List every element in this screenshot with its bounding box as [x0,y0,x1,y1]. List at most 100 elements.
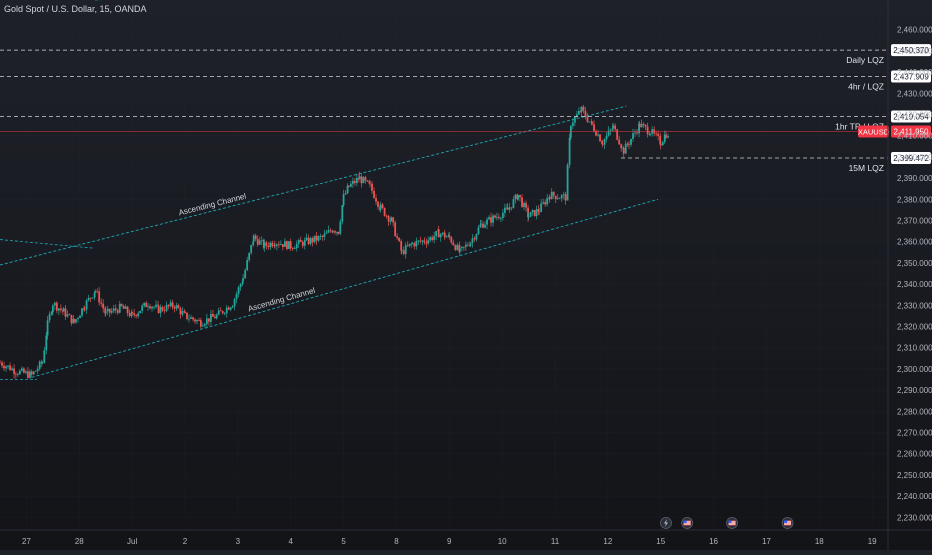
level-price-label: 2,399.472 [893,154,929,163]
candle-body [59,308,62,310]
candle-body [358,176,361,180]
candle-body [655,133,658,135]
candle-body [41,362,44,364]
candle-body [499,217,502,219]
candle-body [429,237,432,241]
candle-body [40,361,43,364]
candle-body [159,307,162,314]
candle-body [624,143,627,154]
candle-body [143,302,146,306]
price-tick-label: 2,300.000 [897,365,932,374]
candle-body [548,196,551,200]
candle-body [544,202,547,205]
candle-body [329,230,332,232]
channel-label: Ascending Channel [178,192,248,218]
time-tick-label: 19 [868,537,877,546]
candle-body [269,242,272,248]
candle-body [492,215,494,223]
candle-body [87,297,90,301]
us-flag-icon[interactable] [726,517,738,529]
candle-body [404,245,407,255]
time-tick-label: 16 [709,537,718,546]
candle-body [402,250,405,255]
candle-body [25,371,27,373]
candle-body [77,318,79,320]
candle-body [239,284,242,288]
candle-body [450,237,453,243]
time-tick-label: 4 [288,537,293,546]
candle-body [171,302,174,308]
candle-body [469,242,472,246]
candle-body [7,365,9,367]
candle-body [303,239,306,246]
candle-body [83,309,86,311]
price-tick-label: 2,400.000 [897,153,932,162]
price-tick-label: 2,270.000 [897,428,932,437]
candle-body [577,110,580,115]
symbol-title: Gold Spot / U.S. Dollar, 15, OANDA [4,4,147,14]
time-tick-label: 11 [551,537,560,546]
candle-body [377,201,379,207]
candle-body [519,194,521,198]
price-tick-label: 2,340.000 [897,280,932,289]
candle-body [525,203,527,208]
candle-body [9,365,11,371]
candle-body [417,240,420,242]
candle-body [521,197,523,207]
candle-body [649,133,652,136]
candle-body [30,371,33,375]
price-tick-label: 2,440.000 [897,68,932,77]
candle-body [657,133,660,136]
candle-body [173,307,176,309]
candle-body [531,210,534,213]
candle-body [527,207,529,218]
candle-body [379,204,382,210]
candle-body [471,238,474,243]
candle-body [497,216,500,219]
candle-body [183,311,186,313]
candle-body [0,362,1,364]
candle-body [254,235,257,240]
candle-body [13,368,15,374]
candle-body [241,281,244,285]
candle-body [466,244,469,246]
us-flag-icon[interactable] [781,517,794,529]
level-price-tag [891,44,931,57]
candle-body [11,368,13,371]
event-markers [660,517,794,529]
candle-body [62,308,65,312]
candle-body [503,207,506,213]
candle-body [315,235,318,241]
candle-body [529,212,532,217]
candle-body [339,221,342,234]
lightning-icon[interactable] [660,517,672,529]
candle-body [346,185,349,194]
candle-body [336,231,338,233]
candle-body [640,123,643,128]
candle-body [3,365,5,369]
level-price-label: 2,437.909 [893,73,929,82]
candle-body [43,350,46,363]
candle-body [177,305,180,309]
horizontal-levels: 2,450.370 Daily LQZ 2,437.909 4hr / LQZ 2,41… [0,44,931,173]
candle-body [188,318,190,320]
candle-body [79,315,81,319]
us-flag-icon[interactable] [681,517,694,529]
candle-body [179,308,182,315]
candle-body [355,177,358,183]
candle-body [501,212,504,218]
candle-body [263,242,266,248]
candles [0,104,669,379]
candle-body [181,311,184,315]
candle-body [630,138,632,145]
candle-body [490,217,492,223]
candle-body [141,305,144,311]
candle-body [137,313,140,317]
candle-body [667,136,669,138]
candle-body [22,368,25,373]
candle-body [638,123,641,128]
candle-body [580,106,583,112]
candle-body [116,310,119,313]
